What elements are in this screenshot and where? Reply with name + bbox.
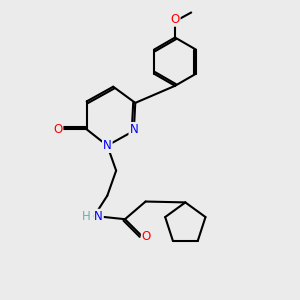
Text: O: O: [170, 13, 180, 26]
Text: O: O: [142, 230, 151, 243]
Text: N: N: [103, 139, 112, 152]
Text: N: N: [129, 123, 138, 136]
Text: N: N: [94, 210, 103, 223]
Text: O: O: [53, 123, 62, 136]
Text: H: H: [82, 210, 91, 223]
